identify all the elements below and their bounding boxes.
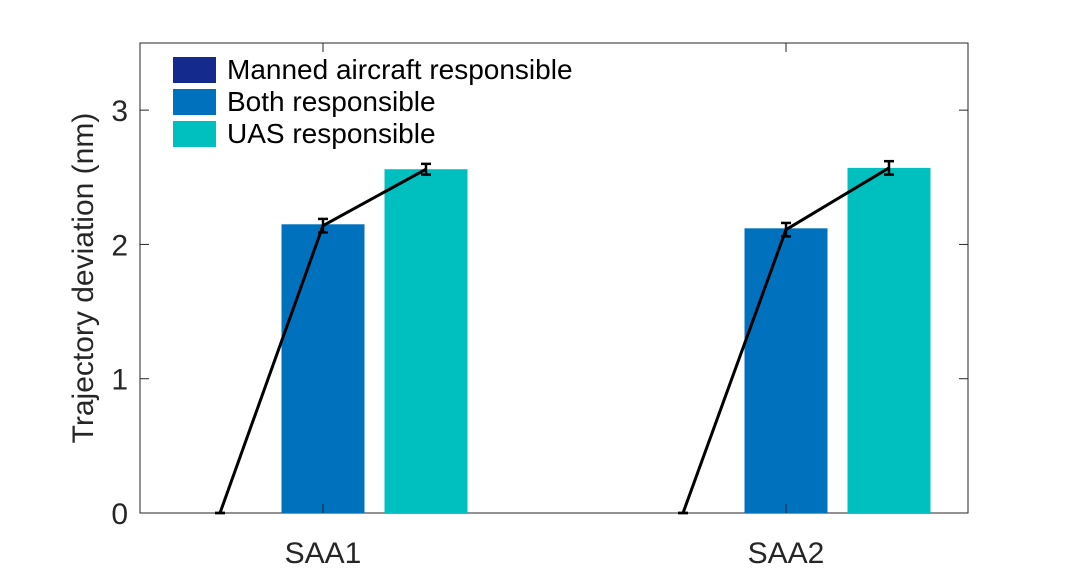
- plot-area: [139, 42, 969, 514]
- bars-layer: [281, 167, 931, 514]
- legend-label-2: Both responsible: [227, 86, 436, 117]
- error-bar-3-SAA2: [884, 159, 894, 176]
- legend-swatch-1: [173, 57, 216, 83]
- y-tick-label: 1: [111, 364, 128, 397]
- x-tick-label-SAA1: SAA1: [285, 537, 362, 570]
- y-tick-label: 3: [111, 95, 128, 128]
- y-axis-ticks: 0 1 2 3: [111, 95, 968, 531]
- error-bar-2-SAA1: [318, 217, 328, 234]
- bar-2-SAA1: [281, 224, 365, 514]
- error-bar-2-SAA2: [781, 221, 791, 238]
- legend-label-1: Manned aircraft responsible: [227, 54, 573, 85]
- y-tick-label: 0: [111, 498, 128, 531]
- y-axis-label: Trajectory deviation (nm): [67, 113, 100, 444]
- error-bar-3-SAA1: [421, 162, 431, 176]
- lines-layer: [215, 159, 894, 515]
- legend-label-3: UAS responsible: [227, 118, 436, 149]
- bar-2-SAA2: [744, 228, 828, 514]
- legend-swatch-2: [173, 89, 216, 115]
- x-tick-label-SAA2: SAA2: [748, 537, 825, 570]
- legend-swatch-3: [173, 121, 216, 147]
- y-tick-label: 2: [111, 229, 128, 262]
- x-axis-ticks: SAA1 SAA2: [285, 43, 825, 570]
- bar-3-SAA1: [384, 169, 468, 513]
- bar-3-SAA2: [847, 167, 931, 513]
